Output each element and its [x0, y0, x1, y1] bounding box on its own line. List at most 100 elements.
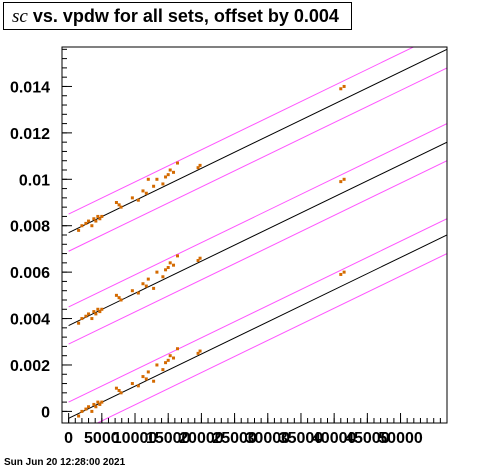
data-point	[166, 173, 170, 177]
data-point	[136, 291, 140, 295]
data-point	[130, 382, 134, 386]
data-point	[196, 166, 200, 170]
data-point	[144, 191, 148, 195]
error-band-line	[96, 253, 447, 423]
data-point	[90, 224, 94, 228]
data-point	[196, 259, 200, 263]
data-point	[155, 270, 159, 274]
data-point	[141, 375, 145, 379]
x-tick-label: 40000	[312, 430, 357, 447]
error-band-line	[68, 47, 415, 215]
data-point	[198, 349, 202, 353]
data-point	[119, 298, 123, 302]
data-point	[339, 272, 343, 276]
error-band-line	[68, 67, 447, 252]
y-tick-label: 0.004	[10, 312, 50, 329]
data-point	[155, 363, 159, 367]
data-point	[77, 414, 81, 418]
y-axis: 0 0.002 0.004 0.006 0.008 0.01 0.012 0.014	[10, 48, 72, 421]
chart-title-text: vs. vpdw for all sets, offset by 0.004	[27, 6, 339, 26]
data-point	[176, 347, 179, 351]
data-point	[339, 87, 343, 91]
data-point	[92, 310, 96, 314]
data-point	[80, 317, 84, 321]
data-point	[90, 317, 94, 321]
data-point	[130, 289, 134, 293]
x-tick-label: 0	[64, 430, 73, 447]
x-tick-label: 50000	[378, 430, 423, 447]
x-tick-label: 30000	[246, 430, 291, 447]
data-point	[119, 205, 123, 209]
data-point	[87, 219, 91, 223]
data-point	[80, 224, 84, 228]
x-tick-label: 35000	[279, 430, 324, 447]
data-point	[172, 356, 176, 360]
data-point	[141, 282, 145, 286]
data-point	[146, 277, 150, 281]
data-point	[176, 254, 179, 258]
data-point	[152, 379, 156, 383]
fit-line	[68, 48, 447, 234]
error-band-line	[68, 123, 447, 308]
data-point	[146, 370, 150, 374]
y-tick-label: 0.008	[10, 219, 50, 236]
chart-title: sc vs. vpdw for all sets, offset by 0.00…	[3, 2, 352, 30]
data-point	[94, 219, 98, 223]
data-point	[117, 389, 121, 393]
data-point	[87, 312, 91, 316]
data-point	[164, 268, 168, 272]
data-point	[94, 312, 98, 316]
data-point	[168, 354, 172, 358]
data-points-layer	[77, 84, 346, 418]
data-point	[146, 177, 150, 181]
data-point	[164, 175, 168, 179]
x-tick-label: 15000	[146, 430, 191, 447]
data-point	[92, 217, 96, 221]
timestamp-footer: Sun Jun 20 12:28:00 2021	[4, 457, 126, 468]
x-tick-label: 45000	[345, 430, 390, 447]
data-point	[161, 182, 165, 186]
data-point	[130, 196, 134, 200]
data-point	[98, 217, 102, 221]
data-point	[176, 161, 179, 165]
fit-lines-layer	[68, 47, 447, 423]
data-point	[198, 163, 202, 167]
data-point	[96, 307, 100, 311]
y-tick-label: 0.01	[19, 172, 50, 189]
data-point	[342, 270, 346, 274]
y-tick-label: 0	[41, 404, 50, 421]
fit-line	[68, 141, 447, 326]
data-point	[84, 407, 88, 411]
data-point	[166, 265, 170, 269]
x-axis: 0 500010000150002000025000300003500040000…	[64, 413, 448, 447]
data-point	[98, 402, 102, 406]
data-point	[98, 310, 102, 314]
y-tick-label: 0.014	[10, 79, 50, 96]
data-point	[141, 189, 145, 193]
data-point	[342, 84, 346, 88]
data-point	[144, 377, 148, 381]
data-point	[96, 400, 100, 404]
data-point	[168, 261, 172, 265]
data-point	[164, 361, 168, 365]
y-tick-label: 0.002	[10, 358, 50, 375]
data-point	[90, 409, 94, 413]
y-tick-label: 0.006	[10, 265, 50, 282]
data-point	[84, 314, 88, 318]
data-point	[196, 351, 200, 355]
data-point	[339, 180, 343, 184]
data-point	[92, 402, 96, 406]
data-point	[144, 284, 148, 288]
data-point	[198, 256, 202, 260]
data-point	[114, 293, 118, 297]
data-point	[161, 368, 165, 372]
data-point	[114, 201, 118, 205]
data-point	[84, 221, 88, 225]
data-point	[152, 184, 156, 188]
error-band-line	[68, 160, 447, 345]
data-point	[152, 286, 156, 290]
data-point	[172, 170, 176, 174]
chart-title-symbol: sc	[12, 6, 28, 27]
data-point	[96, 214, 100, 218]
